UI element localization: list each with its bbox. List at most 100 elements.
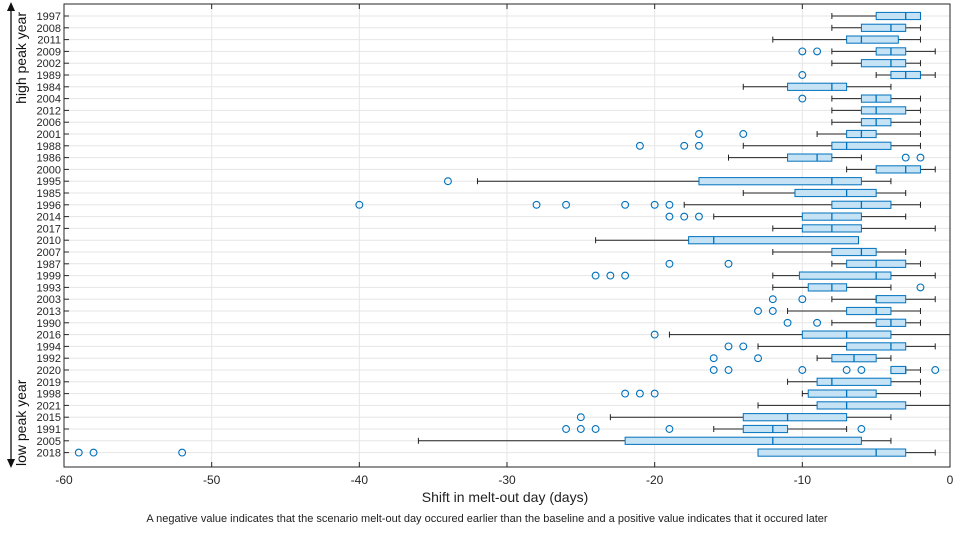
box-iqr [860, 106, 907, 115]
outlier-point [709, 354, 718, 363]
outlier-point [576, 425, 585, 433]
chart-caption: A negative value indicates that the scen… [146, 513, 828, 525]
box-iqr [787, 153, 833, 162]
outlier-point [739, 130, 748, 138]
box-iqr [846, 35, 899, 44]
outlier-point [695, 212, 703, 221]
box-2010 [595, 236, 859, 245]
outlier-point [813, 318, 822, 327]
outlier-point [178, 448, 187, 457]
outlier-point [798, 71, 807, 79]
box-2014 [665, 212, 907, 221]
box-iqr [742, 413, 848, 422]
y-tick-label: 1986 [37, 153, 61, 165]
outlier-point [739, 342, 748, 351]
y-tick-label: 1993 [37, 282, 61, 294]
box-2002 [831, 59, 921, 68]
outlier-point [798, 47, 807, 56]
box-1997 [831, 11, 921, 21]
outlier-point [562, 200, 571, 209]
box-iqr [875, 295, 907, 304]
y-tick-label: 2016 [37, 330, 61, 342]
outlier-point [621, 200, 630, 209]
x-tick-label: 0 [947, 473, 954, 487]
box-iqr [831, 247, 877, 257]
box-1998 [621, 389, 921, 398]
outlier-point [695, 130, 703, 138]
y-tick-label: 2009 [37, 46, 61, 58]
outlier-point [724, 366, 733, 374]
outlier-point [74, 448, 83, 457]
outlier-point [591, 425, 600, 433]
y-tick-label: 2008 [37, 23, 61, 35]
outlier-point [665, 200, 674, 209]
box-iqr [742, 424, 789, 434]
outlier-point [724, 342, 733, 351]
y-tick-label: 2020 [37, 365, 61, 377]
outlier-point [695, 141, 703, 150]
box-2001 [695, 129, 921, 139]
box-1986 [728, 153, 925, 162]
box-iqr [624, 436, 862, 445]
outlier-point [532, 200, 541, 209]
y-tick-label: 2014 [37, 212, 61, 224]
y-tick-label: 1996 [37, 200, 61, 212]
box-2007 [772, 247, 907, 257]
y-tick-label: 2001 [37, 129, 61, 141]
y-tick-label: 1985 [37, 188, 61, 200]
y-tick-label: 2013 [37, 306, 61, 318]
outlier-point [931, 366, 940, 374]
outlier-point [754, 354, 762, 363]
y-tick-label: 2004 [37, 94, 61, 106]
outlier-point [857, 366, 866, 374]
box-iqr [757, 448, 907, 457]
outlier-point [798, 366, 807, 374]
box-1984 [742, 82, 892, 91]
y-tick-label: 2007 [37, 247, 61, 259]
box-2011 [772, 35, 921, 44]
y-annotation-bottom: low peak year [13, 379, 29, 466]
box-2019 [787, 377, 921, 386]
outlier-point [798, 94, 807, 103]
outlier-point [621, 271, 630, 280]
outlier-point [857, 425, 866, 433]
box-2004 [798, 94, 921, 103]
y-tick-label: 1997 [37, 11, 61, 23]
box-2020 [709, 365, 940, 375]
box-2015 [576, 413, 892, 422]
x-tick-label: -20 [646, 473, 664, 487]
box-2021 [757, 401, 951, 410]
outlier-point [798, 295, 807, 304]
outlier-point [665, 212, 674, 221]
x-tick-label: -50 [203, 473, 221, 487]
outlier-point [635, 389, 644, 398]
box-1995 [443, 177, 892, 186]
box-2000 [846, 165, 936, 174]
y-tick-label: 2006 [37, 117, 61, 129]
box-iqr [807, 389, 877, 398]
outlier-point [916, 283, 925, 292]
y-tick-label: 1995 [37, 176, 61, 188]
y-tick-label: 1987 [37, 259, 61, 271]
box-iqr [860, 23, 907, 32]
box-iqr [890, 365, 907, 375]
box-2012 [831, 106, 921, 115]
box-2008 [831, 23, 921, 32]
y-tick-label: 2012 [37, 105, 61, 117]
box-1993 [772, 283, 925, 292]
y-tick-label: 2002 [37, 58, 61, 70]
box-iqr [831, 141, 892, 150]
box-1992 [709, 354, 892, 363]
outlier-point [650, 389, 659, 398]
outlier-point [783, 318, 792, 327]
box-iqr [798, 271, 892, 280]
outlier-point [89, 448, 98, 457]
box-1994 [724, 342, 936, 351]
box-iqr [688, 236, 859, 245]
y-tick-label: 2003 [37, 294, 61, 306]
box-1999 [591, 271, 936, 280]
outlier-point [562, 425, 571, 433]
box-2018 [74, 448, 936, 457]
